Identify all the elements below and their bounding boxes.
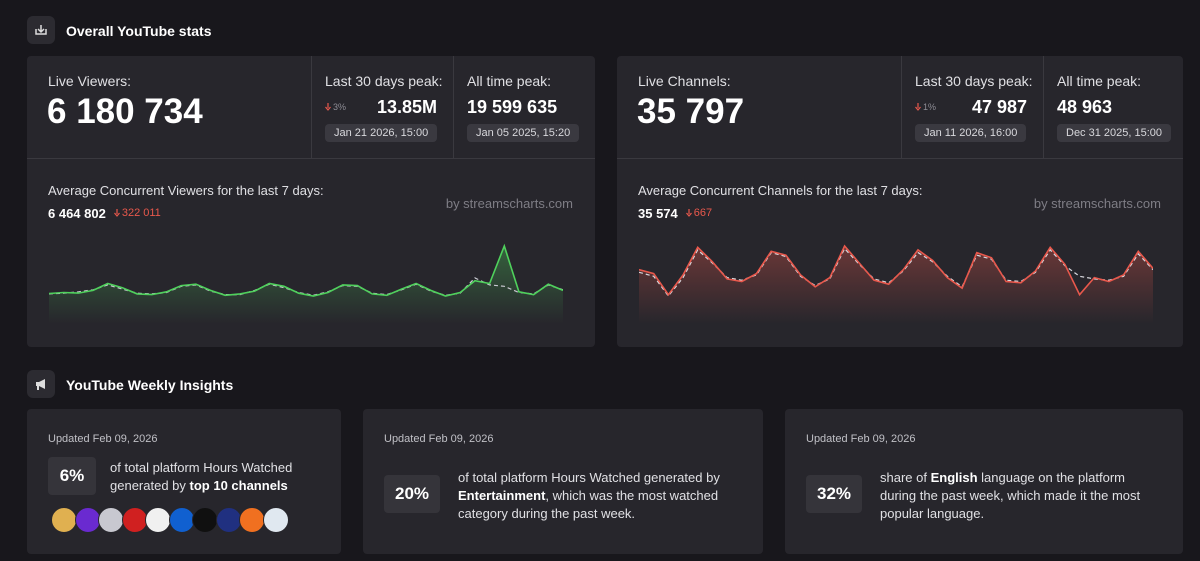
insight-stat: 20%: [384, 475, 440, 513]
chart-title: Average Concurrent Channels for the last…: [638, 183, 923, 198]
channel-avatar[interactable]: [145, 507, 171, 533]
alltime-label: All time peak:: [1057, 73, 1142, 89]
stat-label: Live Channels:: [638, 73, 731, 89]
peak-date: Jan 11 2026, 16:00: [915, 124, 1027, 142]
text-part: of total platform Hours Watched generate…: [110, 460, 293, 493]
stat-label: Live Viewers:: [48, 73, 132, 89]
insights-icon: [27, 370, 55, 398]
chart-credit: by streamscharts.com: [1033, 196, 1161, 211]
stats-panel: Live Channels: 35 797 Last 30 days peak: 1%…: [617, 56, 1183, 347]
chart-credit: by streamscharts.com: [445, 196, 573, 211]
text-part: of total platform Hours Watched generate…: [458, 470, 720, 485]
down-arrow: [325, 103, 331, 111]
channel-avatar[interactable]: [121, 507, 148, 533]
channel-avatar[interactable]: [168, 507, 195, 533]
peak-label: Last 30 days peak:: [915, 73, 1033, 89]
arrow-shape: [915, 103, 921, 111]
channel-avatar[interactable]: [215, 507, 242, 533]
chart-title: Average Concurrent Viewers for the last …: [48, 183, 324, 198]
updated-date: Updated Feb 09, 2026: [806, 433, 916, 445]
arrow-shape: [325, 103, 331, 111]
peak-value: 47 987: [971, 97, 1027, 117]
download-icon: [35, 25, 47, 35]
peak-change: 3%: [333, 102, 347, 112]
alltime-date: Dec 31 2025, 15:00: [1057, 124, 1172, 142]
sparkline: [49, 243, 563, 324]
alltime-value: 19 599 635: [467, 97, 558, 117]
divider: [901, 56, 902, 158]
chart-average: 6 464 802: [48, 206, 106, 221]
chart-average: 35 574: [638, 206, 678, 221]
insight-text: of total platform Hours Watched generate…: [110, 459, 330, 495]
peak-value: 13.85M: [376, 97, 437, 117]
insight-text: share of English language on the platfor…: [880, 469, 1160, 523]
divider: [617, 158, 1183, 159]
divider: [27, 158, 595, 159]
insight-stat: 32%: [806, 475, 862, 513]
arrow-shape: [685, 209, 692, 217]
insight-text: of total platform Hours Watched generate…: [458, 469, 748, 523]
peak-label: Last 30 days peak:: [325, 73, 443, 89]
area-fill: [49, 246, 563, 324]
text-part: language on the platform during the past…: [880, 470, 1141, 521]
divider: [1043, 56, 1044, 158]
channel-avatar[interactable]: [262, 507, 289, 533]
section-title: Overall YouTube stats: [66, 23, 212, 39]
divider: [453, 56, 454, 158]
insight-card: Updated Feb 09, 2026 6% of total platform …: [27, 409, 341, 554]
channel-avatar[interactable]: [192, 507, 218, 533]
stats-panel: Live Viewers: 6 180 734 Last 30 days peak:…: [27, 56, 595, 347]
text-part: top 10 channels: [189, 478, 288, 493]
stat-value: 6 180 734: [47, 92, 203, 131]
megaphone-icon: [36, 379, 45, 390]
sparkline: [639, 244, 1153, 324]
channel-avatar[interactable]: [239, 507, 265, 533]
channel-avatar[interactable]: [51, 507, 77, 533]
down-arrow: [685, 209, 692, 217]
area-fill: [639, 246, 1153, 324]
insight-card: Updated Feb 09, 2026 32% share of English …: [785, 409, 1183, 554]
text-part: English: [930, 470, 978, 485]
alltime-date: Jan 05 2025, 15:20: [467, 124, 580, 142]
download-button[interactable]: [27, 16, 55, 44]
stat-value: 35 797: [637, 92, 745, 131]
peak-change: 1%: [923, 102, 937, 112]
chart-change: 667: [693, 207, 713, 219]
divider: [311, 56, 312, 158]
channel-avatar[interactable]: [98, 507, 124, 533]
channel-avatar[interactable]: [74, 507, 101, 533]
section-title: YouTube Weekly Insights: [66, 377, 234, 393]
alltime-label: All time peak:: [467, 73, 552, 89]
down-arrow: [113, 209, 120, 217]
alltime-value: 48 963: [1057, 97, 1113, 117]
peak-date: Jan 21 2026, 15:00: [325, 124, 438, 142]
text-part: , which was the most watched category du…: [458, 488, 719, 521]
text-part: share of: [880, 470, 931, 485]
updated-date: Updated Feb 09, 2026: [384, 433, 494, 445]
chart-change: 322 011: [121, 207, 161, 219]
insight-card: Updated Feb 09, 2026 20% of total platform…: [363, 409, 763, 554]
current-line: [639, 244, 1153, 297]
down-arrow: [915, 103, 921, 111]
current-line: [49, 243, 563, 297]
insight-stat: 6%: [48, 457, 96, 495]
updated-date: Updated Feb 09, 2026: [48, 433, 158, 445]
arrow-shape: [113, 209, 120, 217]
text-part: Entertainment: [458, 488, 546, 503]
